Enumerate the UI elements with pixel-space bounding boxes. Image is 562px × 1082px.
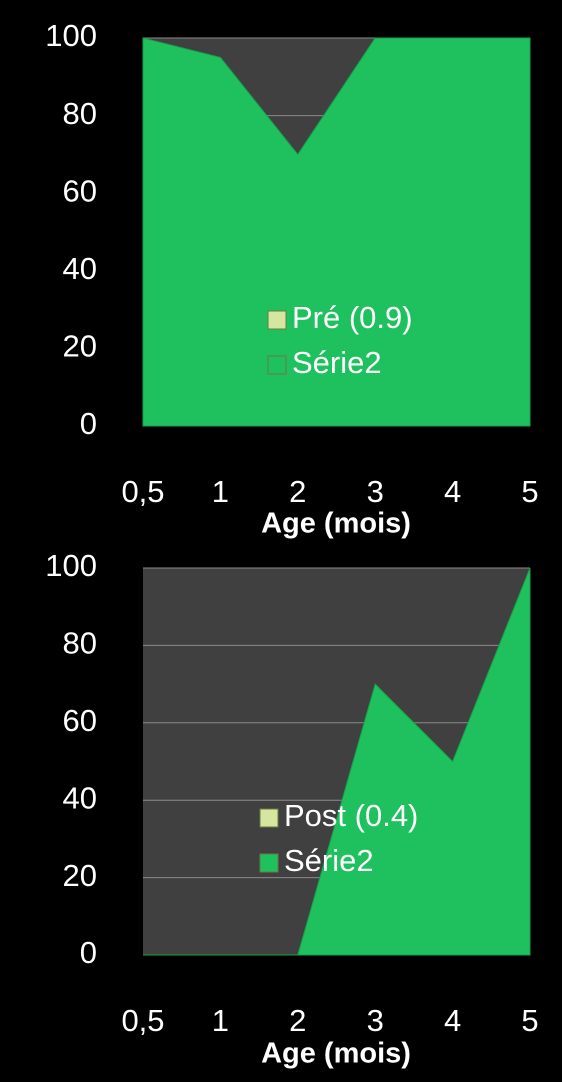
x-tick-label: 2	[289, 474, 306, 509]
y-tick-label: 20	[63, 858, 97, 893]
x-tick-label: 1	[212, 474, 229, 509]
y-tick-label: 0	[80, 935, 97, 970]
area	[143, 567, 531, 956]
y-tick-label: 80	[63, 96, 97, 131]
x-tick-label: 2	[289, 1003, 306, 1038]
x-tick-label: 0,5	[121, 1003, 164, 1038]
legend-label: Série2	[284, 843, 374, 878]
legend-swatch	[267, 310, 287, 330]
legend-swatch	[259, 853, 279, 873]
x-tick-label: 0,5	[121, 474, 164, 509]
y-tick-label: 20	[63, 329, 97, 364]
x-axis-title: Age (mois)	[261, 508, 411, 540]
y-tick-label: 40	[63, 780, 97, 815]
y-tick-label: 100	[45, 18, 97, 53]
x-tick-label: 1	[212, 1003, 229, 1038]
x-axis-title: Age (mois)	[261, 1038, 411, 1070]
x-tick-label: 4	[444, 474, 461, 509]
x-tick-label: 3	[367, 474, 384, 509]
legend-swatch	[259, 808, 279, 828]
y-tick-label: 60	[63, 173, 97, 208]
x-tick-label: 5	[521, 474, 538, 509]
y-tick-label: 60	[63, 703, 97, 738]
y-tick-label: 100	[45, 548, 97, 583]
area	[142, 37, 531, 427]
legend-label: Pré (0.9)	[292, 300, 413, 335]
x-tick-label: 4	[444, 1003, 461, 1038]
y-tick-label: 40	[63, 251, 97, 286]
y-tick-label: 0	[80, 406, 97, 441]
x-tick-label: 3	[367, 1003, 384, 1038]
y-tick-label: 80	[63, 626, 97, 661]
legend-swatch	[267, 355, 287, 375]
x-tick-label: 5	[521, 1003, 538, 1038]
legend-label: Série2	[292, 345, 382, 380]
legend-label: Post (0.4)	[284, 798, 418, 833]
